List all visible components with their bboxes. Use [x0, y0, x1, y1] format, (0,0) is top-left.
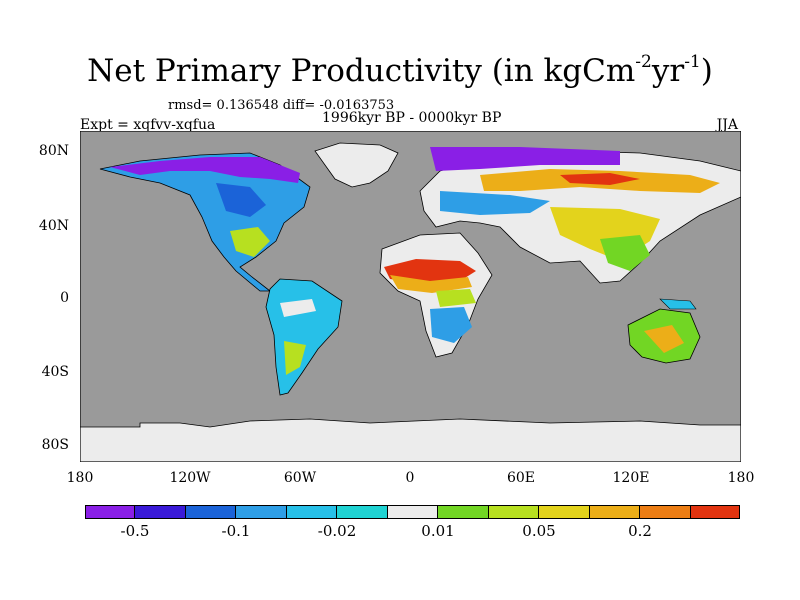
lon-label-180e: 180 [727, 470, 755, 486]
lon-label-0: 0 [405, 470, 415, 486]
colorbar-label-6: 0.2 [628, 522, 652, 540]
lon-label-60w: 60W [283, 470, 317, 486]
north-america-blue [216, 183, 266, 217]
npp-map [80, 131, 741, 462]
eurasia-arctic-purple [430, 147, 620, 171]
experiment-label: Expt = xqfvv-xqfua [80, 117, 216, 133]
africa-green [436, 289, 476, 307]
lat-label-0: 0 [60, 290, 69, 306]
period-label: 1996kyr BP - 0000kyr BP [322, 110, 502, 126]
colorbar-swatch [337, 505, 388, 519]
lon-label-120w: 120W [169, 470, 211, 486]
australia-orange [644, 325, 684, 353]
lon-label-180w: 180 [66, 470, 94, 486]
colorbar-swatch [690, 505, 741, 519]
north-america-purple [110, 157, 300, 183]
eurasia-band-blue [440, 191, 550, 215]
colorbar-swatch [85, 505, 136, 519]
colorbar [85, 505, 741, 519]
greenland [314, 142, 399, 188]
eurasia-band-red [560, 173, 640, 185]
africa-central-blue [430, 307, 472, 343]
season-label: JJA [716, 117, 738, 133]
colorbar-label-2: -0.1 [221, 522, 251, 540]
colorbar-swatch [185, 505, 237, 519]
lat-label-40n: 40N [38, 218, 69, 234]
lat-label-80s: 80S [41, 437, 69, 453]
colorbar-label-5: 0.05 [522, 522, 556, 540]
eurasia-south-green [600, 235, 650, 271]
antarctica [80, 418, 741, 462]
colorbar-swatch [640, 505, 691, 519]
lon-label-60e: 60E [506, 470, 536, 486]
africa-sahel-red [384, 259, 476, 283]
south-america-white [280, 299, 316, 317]
north-america-green [230, 227, 270, 257]
lon-label-120e: 120E [612, 470, 650, 486]
map-title: Net Primary Productivity (in kgCm-2yr-1) [87, 52, 713, 89]
colorbar-label-3: -0.02 [317, 522, 357, 540]
africa-sahel-orange [390, 275, 472, 293]
colorbar-swatch [589, 505, 641, 519]
colorbar-label-4: 0.01 [421, 522, 455, 540]
lat-label-80n: 80N [38, 143, 69, 159]
south-america-green [284, 341, 306, 375]
new-guinea [659, 298, 697, 310]
lat-label-40s: 40S [41, 364, 69, 380]
stats-line: rmsd= 0.136548 diff= -0.0163753 [168, 98, 395, 113]
colorbar-swatch [236, 505, 287, 519]
colorbar-swatch [488, 505, 540, 519]
colorbar-label-1: -0.5 [120, 522, 150, 540]
colorbar-swatch [135, 505, 186, 519]
colorbar-swatch [438, 505, 489, 519]
colorbar-swatch [286, 505, 338, 519]
colorbar-swatch [387, 505, 439, 519]
colorbar-swatch [539, 505, 590, 519]
